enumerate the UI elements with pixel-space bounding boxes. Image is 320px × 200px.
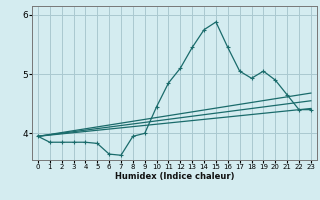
X-axis label: Humidex (Indice chaleur): Humidex (Indice chaleur) [115, 172, 234, 181]
